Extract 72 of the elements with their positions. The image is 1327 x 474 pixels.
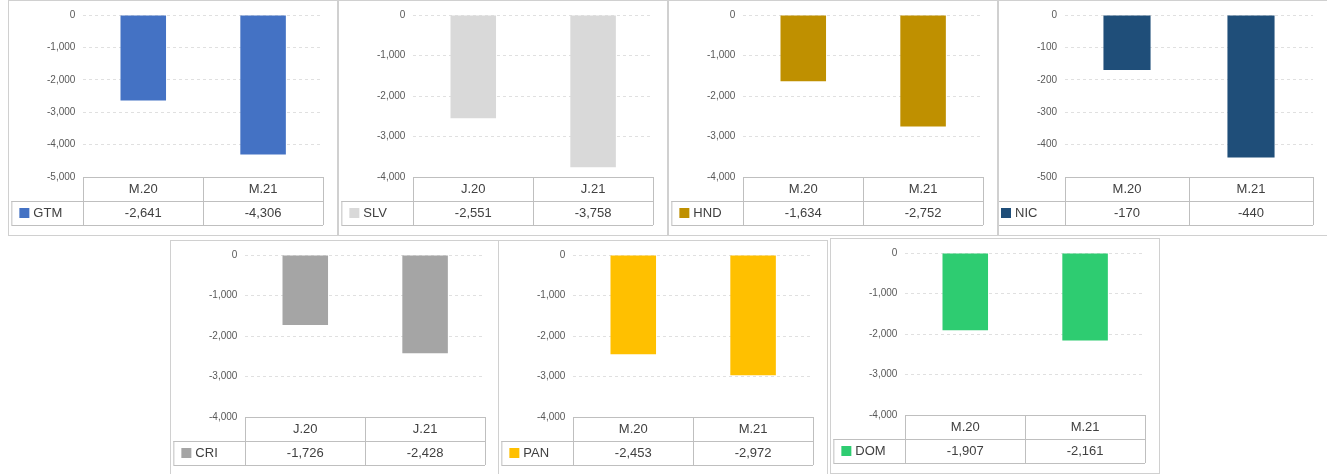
- y-tick-label: -1,000: [707, 49, 736, 61]
- y-tick-label: -2,000: [707, 89, 736, 101]
- text: -4,306: [244, 204, 282, 220]
- y-tick-label: -300: [1037, 105, 1058, 117]
- text: -1,726: [286, 444, 324, 460]
- x-tick-label: M.20: [788, 180, 818, 196]
- text: -440: [1237, 204, 1265, 220]
- x-tick-label: M.21: [908, 180, 938, 196]
- y-tick-label: -2,000: [209, 329, 238, 341]
- legend-label: GTM: [33, 204, 63, 220]
- y-tick-label: 0: [399, 8, 406, 20]
- y-tick-label: -4,000: [209, 410, 238, 422]
- text: -2,161: [1066, 442, 1104, 458]
- y-tick-label: -2,000: [869, 327, 898, 339]
- x-tick-label: J.21: [580, 180, 606, 196]
- y-tick-label: -4,000: [707, 170, 736, 182]
- y-tick-label: 0: [559, 248, 566, 260]
- y-tick-label: -4,000: [869, 408, 898, 420]
- text: -2,641: [124, 204, 162, 220]
- legend-label: CRI: [195, 444, 218, 460]
- y-tick-label: -3,000: [209, 370, 238, 382]
- y-tick-label: -4,000: [377, 170, 406, 182]
- y-tick-label: -500: [1037, 170, 1058, 182]
- y-tick-label: 0: [729, 8, 736, 20]
- x-tick-label: M.21: [1236, 180, 1266, 196]
- y-tick-label: -1,000: [209, 289, 238, 301]
- y-tick-label: -3,000: [377, 130, 406, 142]
- y-tick-label: -3,000: [537, 370, 566, 382]
- text: -1,634: [784, 204, 822, 220]
- legend-label: DOM: [855, 442, 886, 458]
- x-tick-label: M.21: [1070, 418, 1100, 434]
- y-tick-label: 0: [231, 248, 238, 260]
- y-tick-label: -1,000: [537, 289, 566, 301]
- y-tick-label: 0: [891, 246, 898, 258]
- y-tick-label: -400: [1037, 138, 1058, 150]
- y-tick-label: 0: [1051, 8, 1058, 20]
- y-tick-label: -200: [1037, 73, 1058, 85]
- x-tick-label: M.21: [248, 180, 278, 196]
- y-tick-label: -100: [1037, 41, 1058, 53]
- y-tick-label: 0: [69, 8, 76, 20]
- legend-label: SLV: [363, 204, 388, 220]
- legend-label: PAN: [523, 444, 550, 460]
- y-tick-label: -5,000: [47, 170, 76, 182]
- x-tick-label: M.20: [618, 420, 648, 436]
- y-tick-label: -4,000: [47, 138, 76, 150]
- legend-label: HND: [693, 204, 722, 220]
- y-tick-label: -1,000: [869, 287, 898, 299]
- legend-label: NIC: [1015, 204, 1038, 220]
- text: -170: [1114, 204, 1141, 220]
- x-tick-label: M.21: [738, 420, 768, 436]
- x-tick-label: J.20: [460, 180, 486, 196]
- text: -2,428: [406, 444, 444, 460]
- text: -2,551: [454, 204, 492, 220]
- y-tick-label: -3,000: [707, 130, 736, 142]
- x-tick-label: M.20: [950, 418, 980, 434]
- text: -2,453: [614, 444, 652, 460]
- y-tick-label: -2,000: [47, 73, 76, 85]
- x-tick-label: M.20: [128, 180, 158, 196]
- x-tick-label: J.21: [412, 420, 438, 436]
- x-tick-label: J.20: [292, 420, 318, 436]
- y-tick-label: -4,000: [537, 410, 566, 422]
- y-tick-label: -2,000: [537, 329, 566, 341]
- text: -1,907: [946, 442, 984, 458]
- y-tick-label: -3,000: [47, 105, 76, 117]
- y-tick-label: -2,000: [377, 89, 406, 101]
- text: -3,758: [574, 204, 612, 220]
- x-tick-label: M.20: [1112, 180, 1142, 196]
- y-tick-label: -1,000: [47, 41, 76, 53]
- text: -2,752: [904, 204, 942, 220]
- y-tick-label: -1,000: [377, 49, 406, 61]
- y-tick-label: -3,000: [869, 368, 898, 380]
- text: -2,972: [734, 444, 772, 460]
